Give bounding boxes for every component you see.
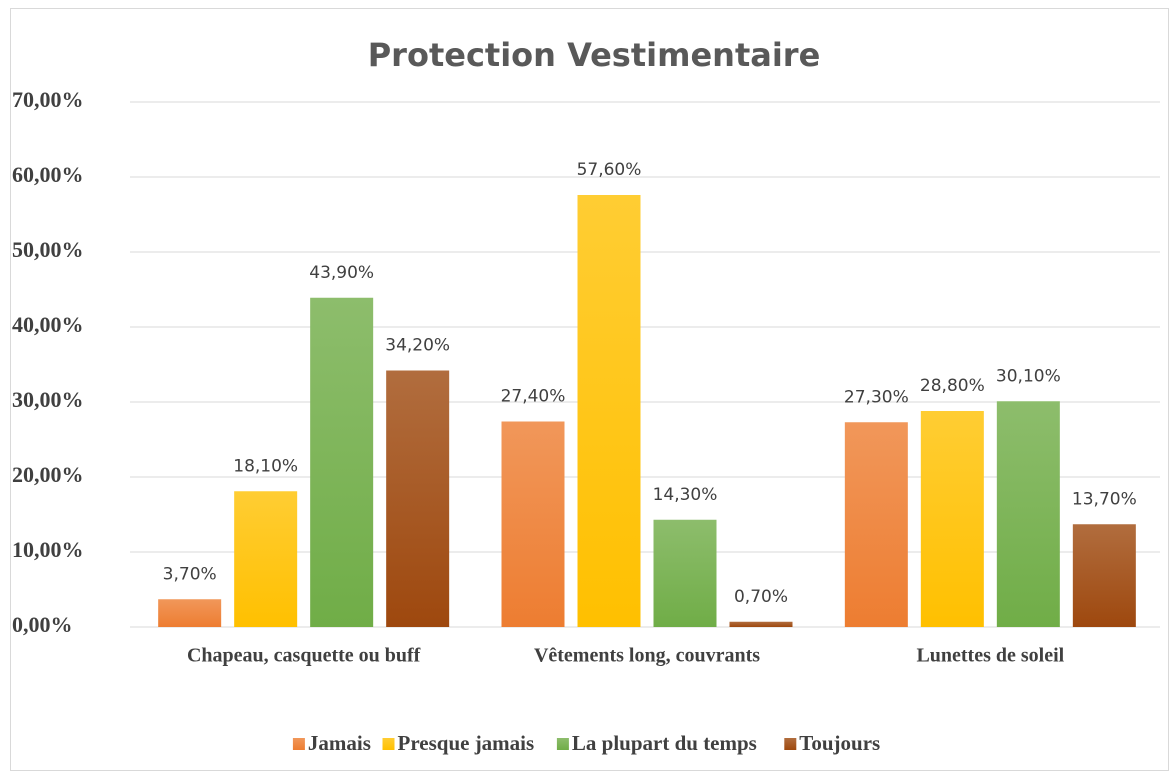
data-label: 18,10%: [233, 456, 298, 476]
y-tick-label: 40,00%: [12, 312, 84, 337]
data-label: 14,30%: [653, 485, 718, 505]
bar: [158, 599, 222, 627]
legend-label: Jamais: [308, 731, 371, 755]
data-label: 13,70%: [1072, 489, 1137, 509]
data-label: 0,70%: [734, 587, 788, 607]
y-tick-label: 70,00%: [12, 87, 84, 112]
bar: [501, 421, 565, 627]
y-tick-label: 10,00%: [12, 537, 84, 562]
legend-swatch: [784, 738, 797, 750]
x-tick-label: Lunettes de soleil: [916, 645, 1064, 667]
y-tick-label: 0,00%: [12, 612, 73, 637]
data-label: 27,40%: [501, 387, 566, 407]
legend-label: Presque jamais: [398, 731, 535, 755]
data-label: 43,90%: [309, 263, 374, 283]
bar: [577, 195, 641, 627]
legend-swatch: [382, 738, 395, 750]
bar: [386, 370, 450, 627]
bar: [996, 401, 1060, 627]
bar: [310, 297, 374, 627]
data-label: 57,60%: [577, 160, 642, 180]
x-tick-label: Vêtements long, couvrants: [534, 645, 760, 667]
y-tick-label: 30,00%: [12, 387, 84, 412]
data-label: 27,30%: [844, 387, 909, 407]
x-tick-label: Chapeau, casquette ou buff: [187, 645, 421, 667]
bar: [653, 519, 717, 627]
bar: [844, 422, 908, 627]
bar: [920, 411, 984, 627]
y-tick-label: 50,00%: [12, 237, 84, 262]
legend-swatch: [292, 738, 305, 750]
chart-title: Protection Vestimentaire: [368, 36, 821, 74]
data-label: 28,80%: [920, 376, 985, 396]
data-label: 3,70%: [163, 564, 217, 584]
bar: [234, 491, 298, 627]
data-label: 34,20%: [385, 336, 450, 356]
legend-label: Toujours: [799, 731, 880, 755]
bar: [1072, 524, 1136, 627]
y-tick-label: 60,00%: [12, 162, 84, 187]
bar: [729, 621, 793, 627]
legend-swatch: [556, 738, 569, 750]
legend-label: La plupart du temps: [572, 731, 757, 755]
data-label: 30,10%: [996, 366, 1061, 386]
y-tick-label: 20,00%: [12, 462, 84, 487]
